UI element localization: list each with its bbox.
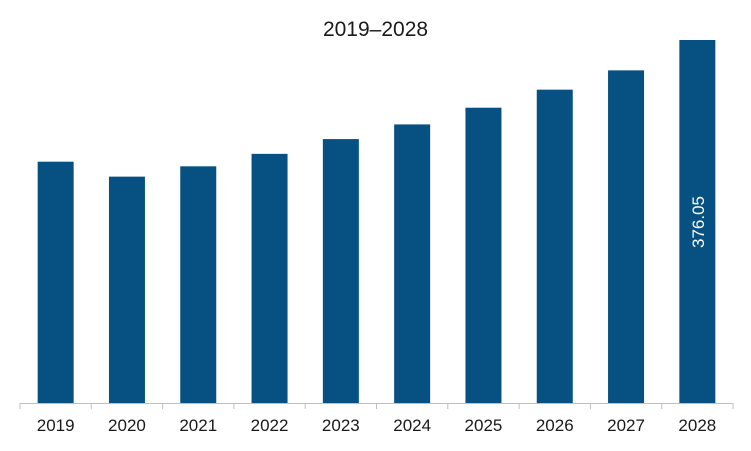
x-tick-label-2026: 2026 bbox=[536, 416, 574, 435]
bar-2028 bbox=[679, 40, 716, 403]
x-tick-label-2025: 2025 bbox=[465, 416, 503, 435]
chart-title: 2019–2028 bbox=[322, 18, 429, 41]
bar-2023 bbox=[322, 139, 359, 403]
x-tick-label-2023: 2023 bbox=[322, 416, 360, 435]
x-tick-label-2022: 2022 bbox=[251, 416, 289, 435]
bar-2024 bbox=[394, 124, 431, 404]
x-tick-label-2024: 2024 bbox=[393, 416, 431, 435]
bar-2026 bbox=[536, 89, 573, 403]
bar-2021 bbox=[180, 166, 217, 403]
data-label-2028: 376.05 bbox=[689, 196, 708, 248]
x-tick-labels: 2019 2020 2021 2022 2023 2024 2025 2026 2027 2028 bbox=[37, 416, 717, 435]
data-labels-layer: 376.05 bbox=[689, 196, 708, 248]
x-tick-label-2020: 2020 bbox=[108, 416, 146, 435]
bar-2022 bbox=[251, 153, 288, 403]
bar-2027 bbox=[608, 70, 645, 404]
x-tick-label-2027: 2027 bbox=[607, 416, 645, 435]
x-tick-label-2019: 2019 bbox=[37, 416, 75, 435]
x-tick-label-2028: 2028 bbox=[678, 416, 716, 435]
bars-layer bbox=[37, 40, 716, 404]
x-tick-label-2021: 2021 bbox=[179, 416, 217, 435]
bar-2019 bbox=[37, 161, 74, 403]
bar-2020 bbox=[108, 176, 145, 403]
x-axis bbox=[19, 403, 734, 409]
bar-2025 bbox=[465, 107, 502, 403]
